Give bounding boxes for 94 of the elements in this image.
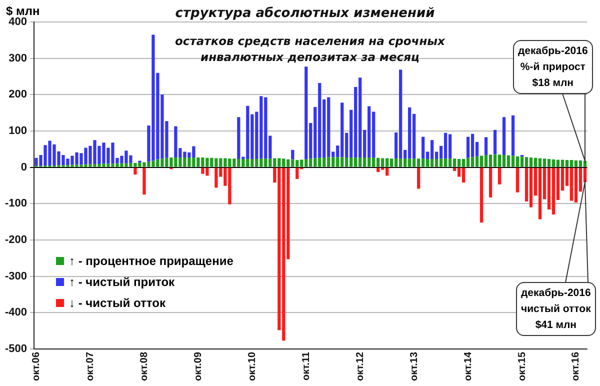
y-tick-label: -300 — [4, 270, 28, 282]
bar — [291, 150, 294, 160]
bar — [552, 159, 556, 167]
bar — [506, 155, 510, 167]
annotation: декабрь-2016 %-й прирост $18 млн — [513, 40, 593, 94]
bar — [511, 115, 515, 156]
bar — [520, 156, 524, 167]
bar — [452, 158, 456, 167]
y-tick-label: 100 — [8, 125, 28, 138]
bar — [462, 168, 466, 183]
y-tick-label: -100 — [4, 198, 28, 210]
bar — [556, 160, 560, 167]
bar — [516, 168, 520, 192]
bar — [502, 154, 506, 167]
bar — [444, 158, 448, 167]
bar — [552, 168, 556, 215]
bar — [142, 168, 146, 195]
x-tick-label: окт.15 — [516, 352, 528, 382]
bar — [570, 160, 574, 167]
x-tick-label: окт.07 — [84, 352, 96, 382]
y-axis-title: $ млн — [6, 4, 40, 18]
bar — [134, 168, 137, 175]
bar — [484, 137, 488, 155]
bar — [560, 160, 564, 167]
bar — [430, 140, 434, 159]
bar — [426, 158, 430, 167]
legend-label: ↑ - процентное приращение — [69, 254, 234, 268]
bar — [529, 168, 533, 208]
bar — [488, 168, 492, 198]
y-tick-label: -400 — [4, 306, 28, 319]
bar — [457, 158, 461, 167]
y-tick-label: -500 — [4, 343, 28, 355]
bar — [376, 168, 380, 172]
bar — [516, 156, 520, 167]
bar — [493, 154, 497, 167]
bar — [214, 168, 218, 188]
bar — [466, 136, 470, 158]
bar — [498, 168, 502, 184]
bar — [296, 168, 299, 179]
bar — [201, 168, 204, 174]
annotation: декабрь-2016 чистый отток $41 млн — [516, 282, 596, 336]
bar — [542, 158, 546, 167]
legend-label: ↓ - чистый отток — [69, 296, 166, 310]
bar — [434, 158, 438, 167]
x-tick-label: окт.16 — [570, 352, 582, 382]
bar — [511, 156, 515, 167]
bar — [565, 160, 569, 167]
bar — [475, 156, 479, 167]
bar — [529, 158, 533, 167]
bar — [502, 117, 506, 155]
y-tick-label: 300 — [8, 52, 28, 64]
bar — [439, 158, 443, 167]
bar — [448, 134, 452, 159]
bar — [570, 168, 574, 201]
bar — [524, 157, 528, 167]
bar — [470, 157, 474, 167]
y-tick-label: 200 — [8, 88, 28, 101]
bar — [448, 158, 452, 167]
text: остатков средств населения на срочных инвалютных депозитах за месяц — [174, 33, 446, 65]
bar — [574, 168, 578, 203]
y-tick-label: 0 — [20, 161, 28, 174]
bar — [538, 158, 542, 167]
bar — [480, 156, 484, 167]
bar — [470, 134, 474, 158]
bar — [547, 158, 551, 167]
bar — [462, 158, 466, 167]
x-tick-label: окт.13 — [408, 352, 420, 382]
bar — [466, 158, 470, 167]
x-tick-label: окт.11 — [300, 352, 312, 380]
bar — [488, 154, 492, 167]
bar — [444, 132, 448, 159]
bar — [237, 117, 240, 159]
x-tick-label: окт.10 — [246, 352, 258, 382]
x-tick-label: окт.08 — [138, 352, 150, 382]
bar — [422, 136, 425, 159]
bar — [498, 154, 502, 167]
bar — [480, 168, 484, 223]
x-tick-label: окт.06 — [31, 352, 42, 382]
y-tick-label: 400 — [8, 16, 28, 28]
bar — [484, 154, 488, 167]
x-tick-label: окт.12 — [354, 352, 366, 382]
x-tick-label: окт.09 — [192, 352, 204, 382]
chart-title: структура абсолютных изменений — [174, 6, 436, 21]
bar — [493, 130, 497, 154]
bar — [534, 158, 538, 167]
bar — [574, 160, 578, 167]
y-tick-label: -200 — [4, 234, 28, 246]
bar — [578, 160, 582, 167]
bar — [304, 66, 308, 160]
bar — [430, 158, 434, 167]
legend-label: ↑ - чистый приток — [69, 274, 175, 288]
bar — [417, 168, 420, 189]
bar — [538, 168, 542, 220]
x-tick-label: окт.14 — [462, 352, 474, 382]
